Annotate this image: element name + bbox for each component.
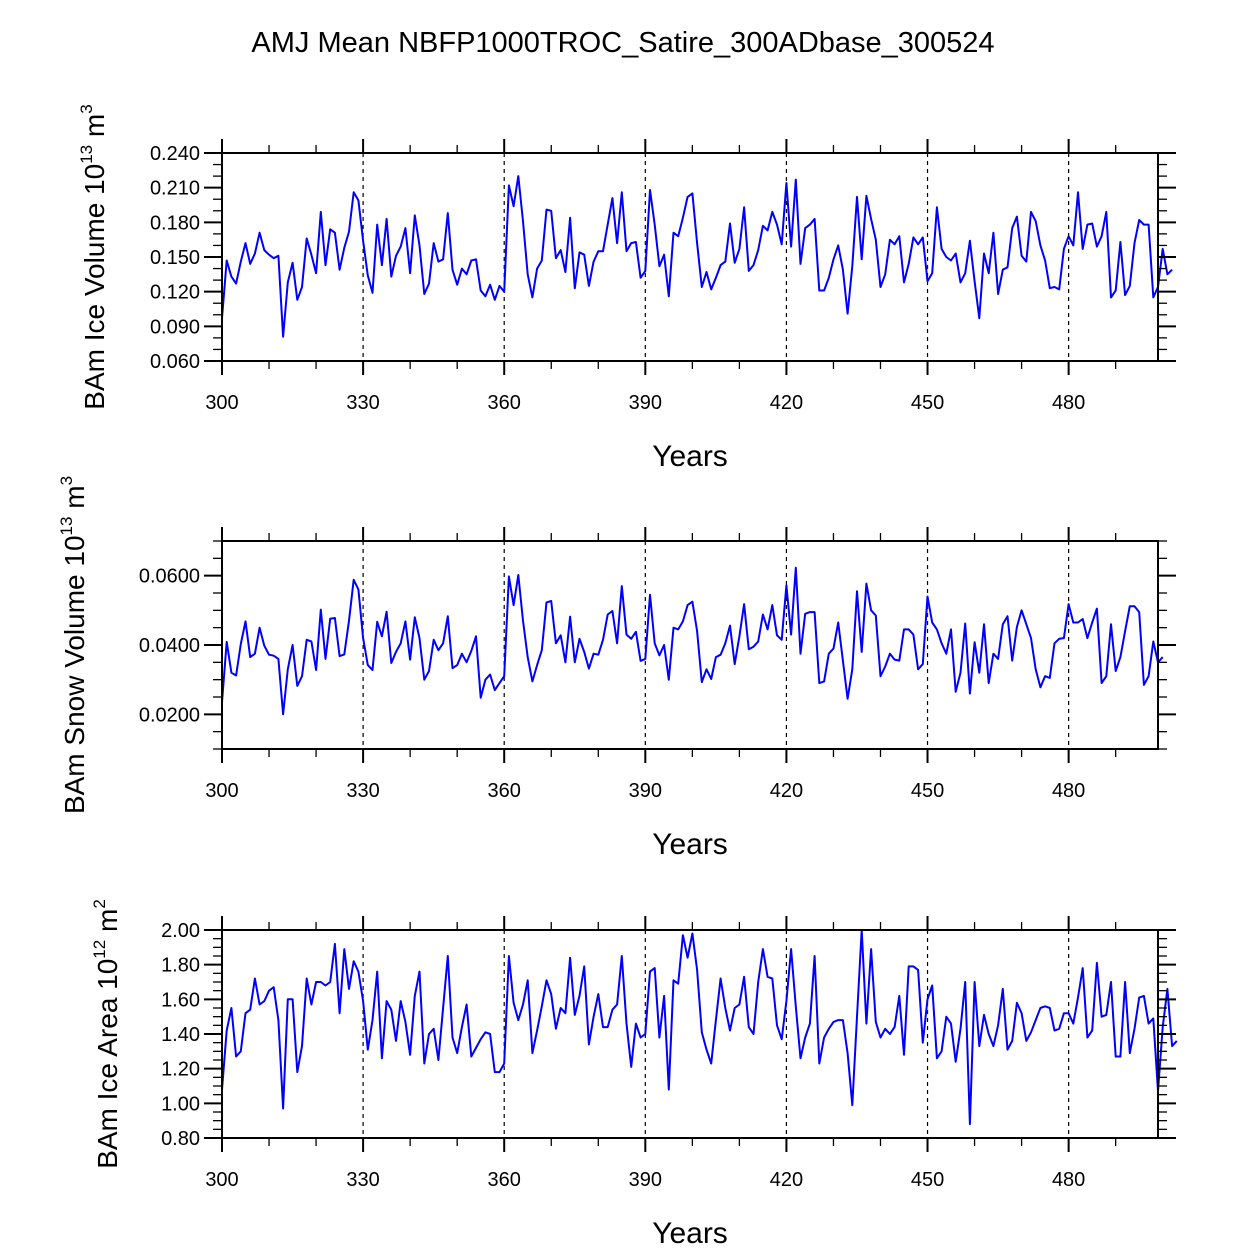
x-tick-label: 360 [488,1169,521,1191]
x-tick-label: 450 [911,780,944,802]
x-tick-label: 360 [488,780,521,802]
y-tick-label: 0.0400 [139,635,200,657]
y-tick-label: 0.090 [150,316,200,338]
x-tick-label: 330 [346,392,379,414]
y-tick-label: 1.60 [161,989,200,1011]
x-tick-label: 360 [488,392,521,414]
x-axis-label: Years [652,828,728,861]
y-tick-label: 0.80 [161,1128,200,1150]
x-tick-label: 300 [205,1169,238,1191]
data-series-line [221,175,1173,338]
y-tick-label: 1.40 [161,1024,200,1046]
x-tick-label: 420 [770,780,803,802]
panel-2: 300 330 360 390 420 450 480 Years 0.0200 0.0400 0.… [57,476,1176,861]
data-series-line [221,929,1178,1126]
y-tick-label: 1.20 [161,1059,200,1081]
panels: 300 330 360 390 420 450 480 Years 0.060 0.090 0.12… [57,104,1178,1250]
y-tick-label: 0.120 [150,282,200,304]
x-tick-label: 480 [1052,1169,1085,1191]
x-tick-label: 450 [911,392,944,414]
y-tick-label: 0.060 [150,351,200,373]
y-axis-label: BAm Ice Volume 1013 m3 [77,104,110,409]
panel-1: 300 330 360 390 420 450 480 Years 0.060 0.090 0.12… [77,104,1176,473]
x-tick-label: 390 [629,1169,662,1191]
data-series-line [221,566,1164,716]
plot-frame [221,540,1159,750]
x-tick-label: 300 [205,780,238,802]
x-tick-label: 300 [205,392,238,414]
x-tick-label: 420 [770,1169,803,1191]
y-tick-label: 0.240 [150,143,200,165]
plot-frame [221,929,1159,1139]
y-tick-label: 1.80 [161,955,200,977]
x-tick-label: 390 [629,392,662,414]
y-axis-label: BAm Snow Volume 1013 m3 [57,476,90,814]
x-tick-label: 480 [1052,780,1085,802]
y-tick-label: 0.150 [150,247,200,269]
x-tick-label: 450 [911,1169,944,1191]
panel-3: 300 330 360 390 420 450 480 Years 0.80 1.00 1.20 1.… [90,899,1178,1250]
x-tick-label: 330 [346,780,379,802]
y-tick-label: 1.00 [161,1093,200,1115]
x-axis-label: Years [652,440,728,473]
figure-title: AMJ Mean NBFP1000TROC_Satire_300ADbase_3… [251,27,994,59]
y-axis-label: BAm Ice Area 1012 m2 [90,899,123,1169]
x-tick-label: 390 [629,780,662,802]
plot-frame [221,152,1159,362]
y-tick-label: 0.180 [150,212,200,234]
y-tick-label: 0.210 [150,178,200,200]
x-tick-label: 480 [1052,392,1085,414]
y-tick-label: 2.00 [161,920,200,942]
x-tick-label: 420 [770,392,803,414]
x-tick-label: 330 [346,1169,379,1191]
y-tick-label: 0.0200 [139,704,200,726]
y-tick-label: 0.0600 [139,566,200,588]
x-axis-label: Years [652,1217,728,1249]
